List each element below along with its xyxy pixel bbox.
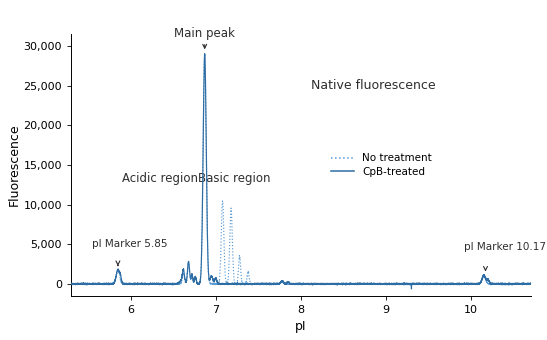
Text: Native fluorescence: Native fluorescence (311, 79, 435, 92)
Text: Main peak: Main peak (174, 27, 235, 40)
Legend: No treatment, CpB-treated: No treatment, CpB-treated (327, 149, 436, 181)
Y-axis label: Fluorescence: Fluorescence (8, 123, 21, 206)
Text: pI Marker 10.17: pI Marker 10.17 (464, 242, 546, 252)
Text: pI Marker 5.85: pI Marker 5.85 (92, 239, 168, 249)
Text: Basic region: Basic region (198, 172, 271, 185)
Text: Acidic region: Acidic region (123, 172, 199, 185)
X-axis label: pI: pI (295, 320, 307, 334)
